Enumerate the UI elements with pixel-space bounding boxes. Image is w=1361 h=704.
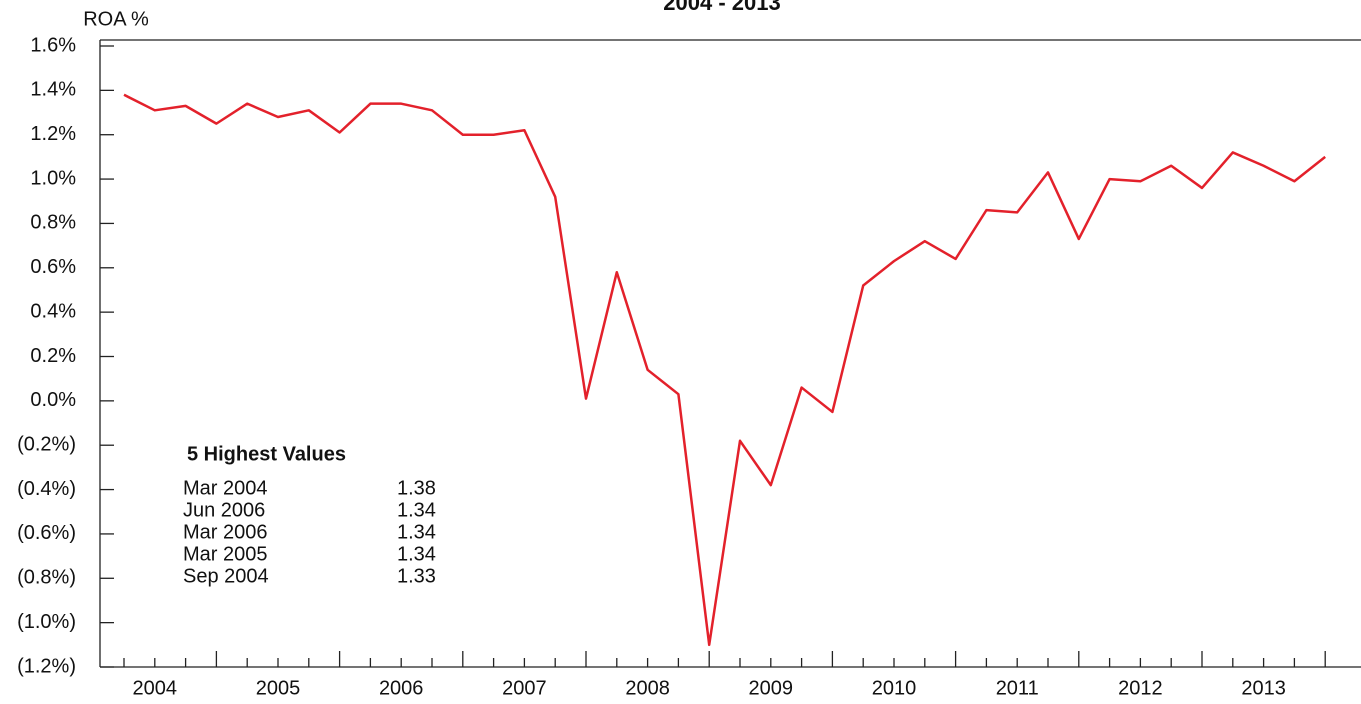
table-title: 5 Highest Values — [187, 443, 346, 465]
y-tick-label: 1.4% — [30, 79, 76, 101]
table-value: 1.34 — [397, 499, 436, 521]
x-tick-label: 2008 — [625, 677, 670, 699]
y-tick-label: (0.4%) — [17, 478, 76, 500]
x-tick-label: 2012 — [1118, 677, 1163, 699]
table-date: Sep 2004 — [183, 565, 269, 587]
y-tick-label: 0.0% — [30, 389, 76, 411]
y-tick-label: 0.8% — [30, 212, 76, 234]
y-tick-label: 1.2% — [30, 123, 76, 145]
y-tick-label: (0.8%) — [17, 567, 76, 589]
y-tick-label: (1.0%) — [17, 611, 76, 633]
table-value: 1.34 — [397, 543, 436, 565]
x-tick-label: 2013 — [1241, 677, 1286, 699]
y-tick-label: 1.0% — [30, 167, 76, 189]
table-value: 1.33 — [397, 565, 436, 587]
y-axis-label: ROA % — [83, 8, 149, 30]
table-value: 1.34 — [397, 521, 436, 543]
x-tick-label: 2006 — [379, 677, 424, 699]
table-date: Jun 2006 — [183, 499, 265, 521]
chart-title: 2004 - 2013 — [663, 0, 780, 15]
x-tick-label: 2009 — [749, 677, 794, 699]
table-value: 1.38 — [397, 477, 436, 499]
y-tick-label: (1.2%) — [17, 655, 76, 677]
y-tick-label: 0.2% — [30, 345, 76, 367]
y-tick-label: (0.6%) — [17, 522, 76, 544]
x-tick-label: 2011 — [996, 677, 1039, 699]
x-tick-label: 2010 — [872, 677, 917, 699]
x-tick-label: 2004 — [133, 677, 178, 699]
table-date: Mar 2004 — [183, 477, 268, 499]
x-tick-label: 2007 — [502, 677, 547, 699]
y-tick-label: (0.2%) — [17, 433, 76, 455]
y-tick-label: 0.6% — [30, 256, 76, 278]
y-tick-label: 0.4% — [30, 300, 76, 322]
table-date: Mar 2006 — [183, 521, 268, 543]
table-date: Mar 2005 — [183, 543, 268, 565]
y-tick-label: 1.6% — [30, 34, 76, 56]
x-tick-label: 2005 — [256, 677, 301, 699]
line — [123, 93, 1326, 647]
